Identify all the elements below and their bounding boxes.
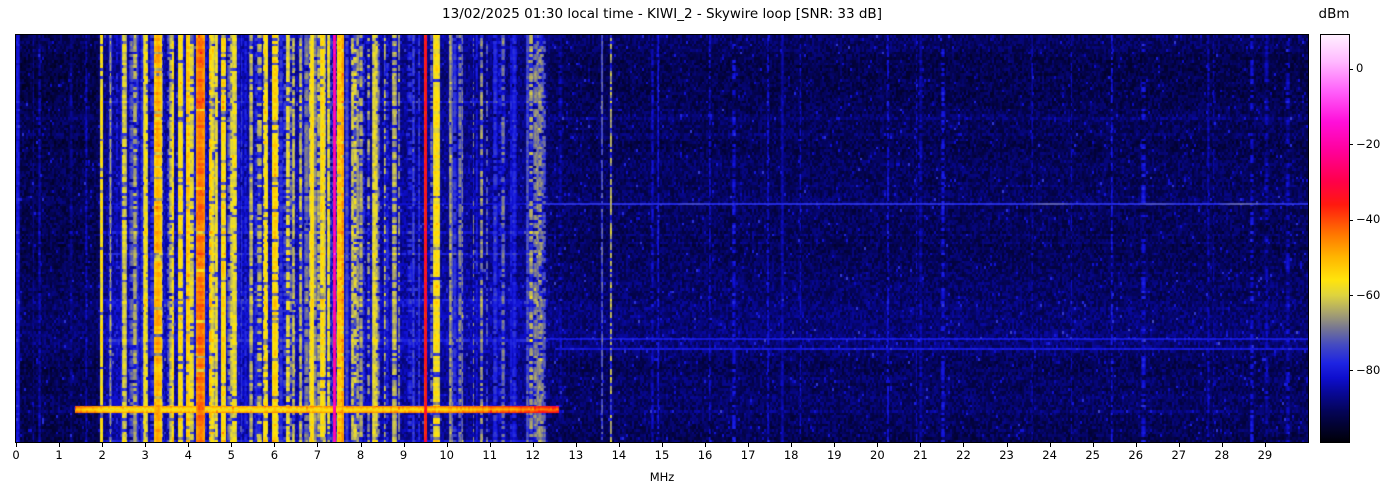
x-tick-label: 4	[184, 448, 192, 462]
x-tick-mark	[1006, 443, 1008, 447]
x-tick-mark	[59, 443, 61, 447]
x-tick-label: 19	[826, 448, 842, 462]
x-tick-mark	[963, 443, 965, 447]
x-tick-label: 26	[1128, 448, 1144, 462]
x-tick-label: 3	[141, 448, 149, 462]
x-tick-label: 16	[697, 448, 713, 462]
x-tick-mark	[16, 443, 17, 447]
x-tick-label: 24	[1042, 448, 1057, 462]
x-axis-label: MHz	[649, 470, 675, 484]
x-tick-label: 20	[870, 448, 885, 462]
x-tick-mark	[877, 443, 879, 447]
colorbar-label: dBm	[1318, 6, 1350, 22]
colorbar-tick-mark	[1349, 68, 1353, 70]
x-tick-mark	[403, 443, 405, 447]
x-tick-label: 23	[999, 448, 1014, 462]
plot-title: 13/02/2025 01:30 local time - KIWI_2 - S…	[442, 6, 882, 22]
x-tick-label: 9	[399, 448, 408, 462]
x-tick-mark	[618, 443, 620, 447]
spectrogram-canvas	[16, 35, 1308, 442]
x-tick-mark	[489, 443, 491, 447]
x-tick-mark	[920, 443, 922, 447]
x-tick-label: 25	[1085, 448, 1100, 462]
x-tick-label: 14	[611, 448, 627, 462]
colorbar-tick-mark	[1349, 295, 1353, 297]
colorbar-tick-label: −20	[1356, 136, 1381, 151]
x-tick-label: 21	[913, 448, 928, 462]
x-tick-label: 29	[1257, 448, 1273, 462]
x-tick-mark	[231, 443, 233, 447]
x-tick-mark	[834, 443, 836, 447]
x-tick-mark	[1049, 443, 1051, 447]
x-tick-mark	[446, 443, 448, 447]
x-tick-mark	[532, 443, 534, 447]
x-tick-label: 22	[956, 448, 971, 462]
x-tick-mark	[1135, 443, 1137, 447]
x-tick-label: 6	[270, 448, 279, 462]
x-tick-mark	[662, 443, 663, 447]
x-tick-mark	[705, 443, 707, 447]
x-tick-label: 2	[98, 448, 106, 462]
x-tick-label: 28	[1214, 448, 1230, 462]
colorbar-tick-mark	[1349, 144, 1353, 146]
x-tick-label: 18	[783, 448, 799, 462]
x-tick-mark	[102, 443, 104, 447]
x-tick-label: 27	[1171, 448, 1187, 462]
x-tick-label: 10	[439, 448, 454, 462]
x-tick-mark	[1092, 443, 1094, 447]
x-tick-label: 15	[654, 448, 670, 462]
x-tick-mark	[317, 443, 319, 447]
x-tick-mark	[145, 443, 147, 447]
x-tick-mark	[791, 443, 793, 447]
colorbar-tick-label: −60	[1356, 287, 1381, 302]
colorbar-tick-label: −80	[1356, 362, 1381, 377]
colorbar-tick-label: −40	[1356, 212, 1381, 227]
x-tick-label: 11	[482, 448, 498, 462]
colorbar-gradient	[1320, 34, 1350, 443]
x-tick-label: 7	[313, 448, 322, 462]
x-tick-label: 5	[227, 448, 235, 462]
x-tick-label: 17	[740, 448, 756, 462]
plot-area	[15, 34, 1309, 443]
colorbar-tick-mark	[1349, 219, 1353, 221]
x-tick-mark	[360, 443, 362, 447]
x-tick-mark	[1178, 443, 1180, 447]
colorbar-tick-label: 0	[1356, 61, 1364, 76]
x-tick-mark	[1264, 443, 1266, 447]
x-tick-mark	[748, 443, 750, 447]
x-tick-mark	[188, 443, 190, 447]
x-tick-mark	[1221, 443, 1223, 447]
x-tick-label: 0	[12, 448, 20, 462]
colorbar-tick-mark	[1349, 370, 1353, 372]
x-tick-label: 8	[356, 448, 365, 462]
x-tick-mark	[274, 443, 276, 447]
x-tick-mark	[575, 443, 577, 447]
x-tick-label: 1	[55, 448, 63, 462]
x-tick-label: 13	[568, 448, 584, 462]
x-tick-label: 12	[525, 448, 541, 462]
